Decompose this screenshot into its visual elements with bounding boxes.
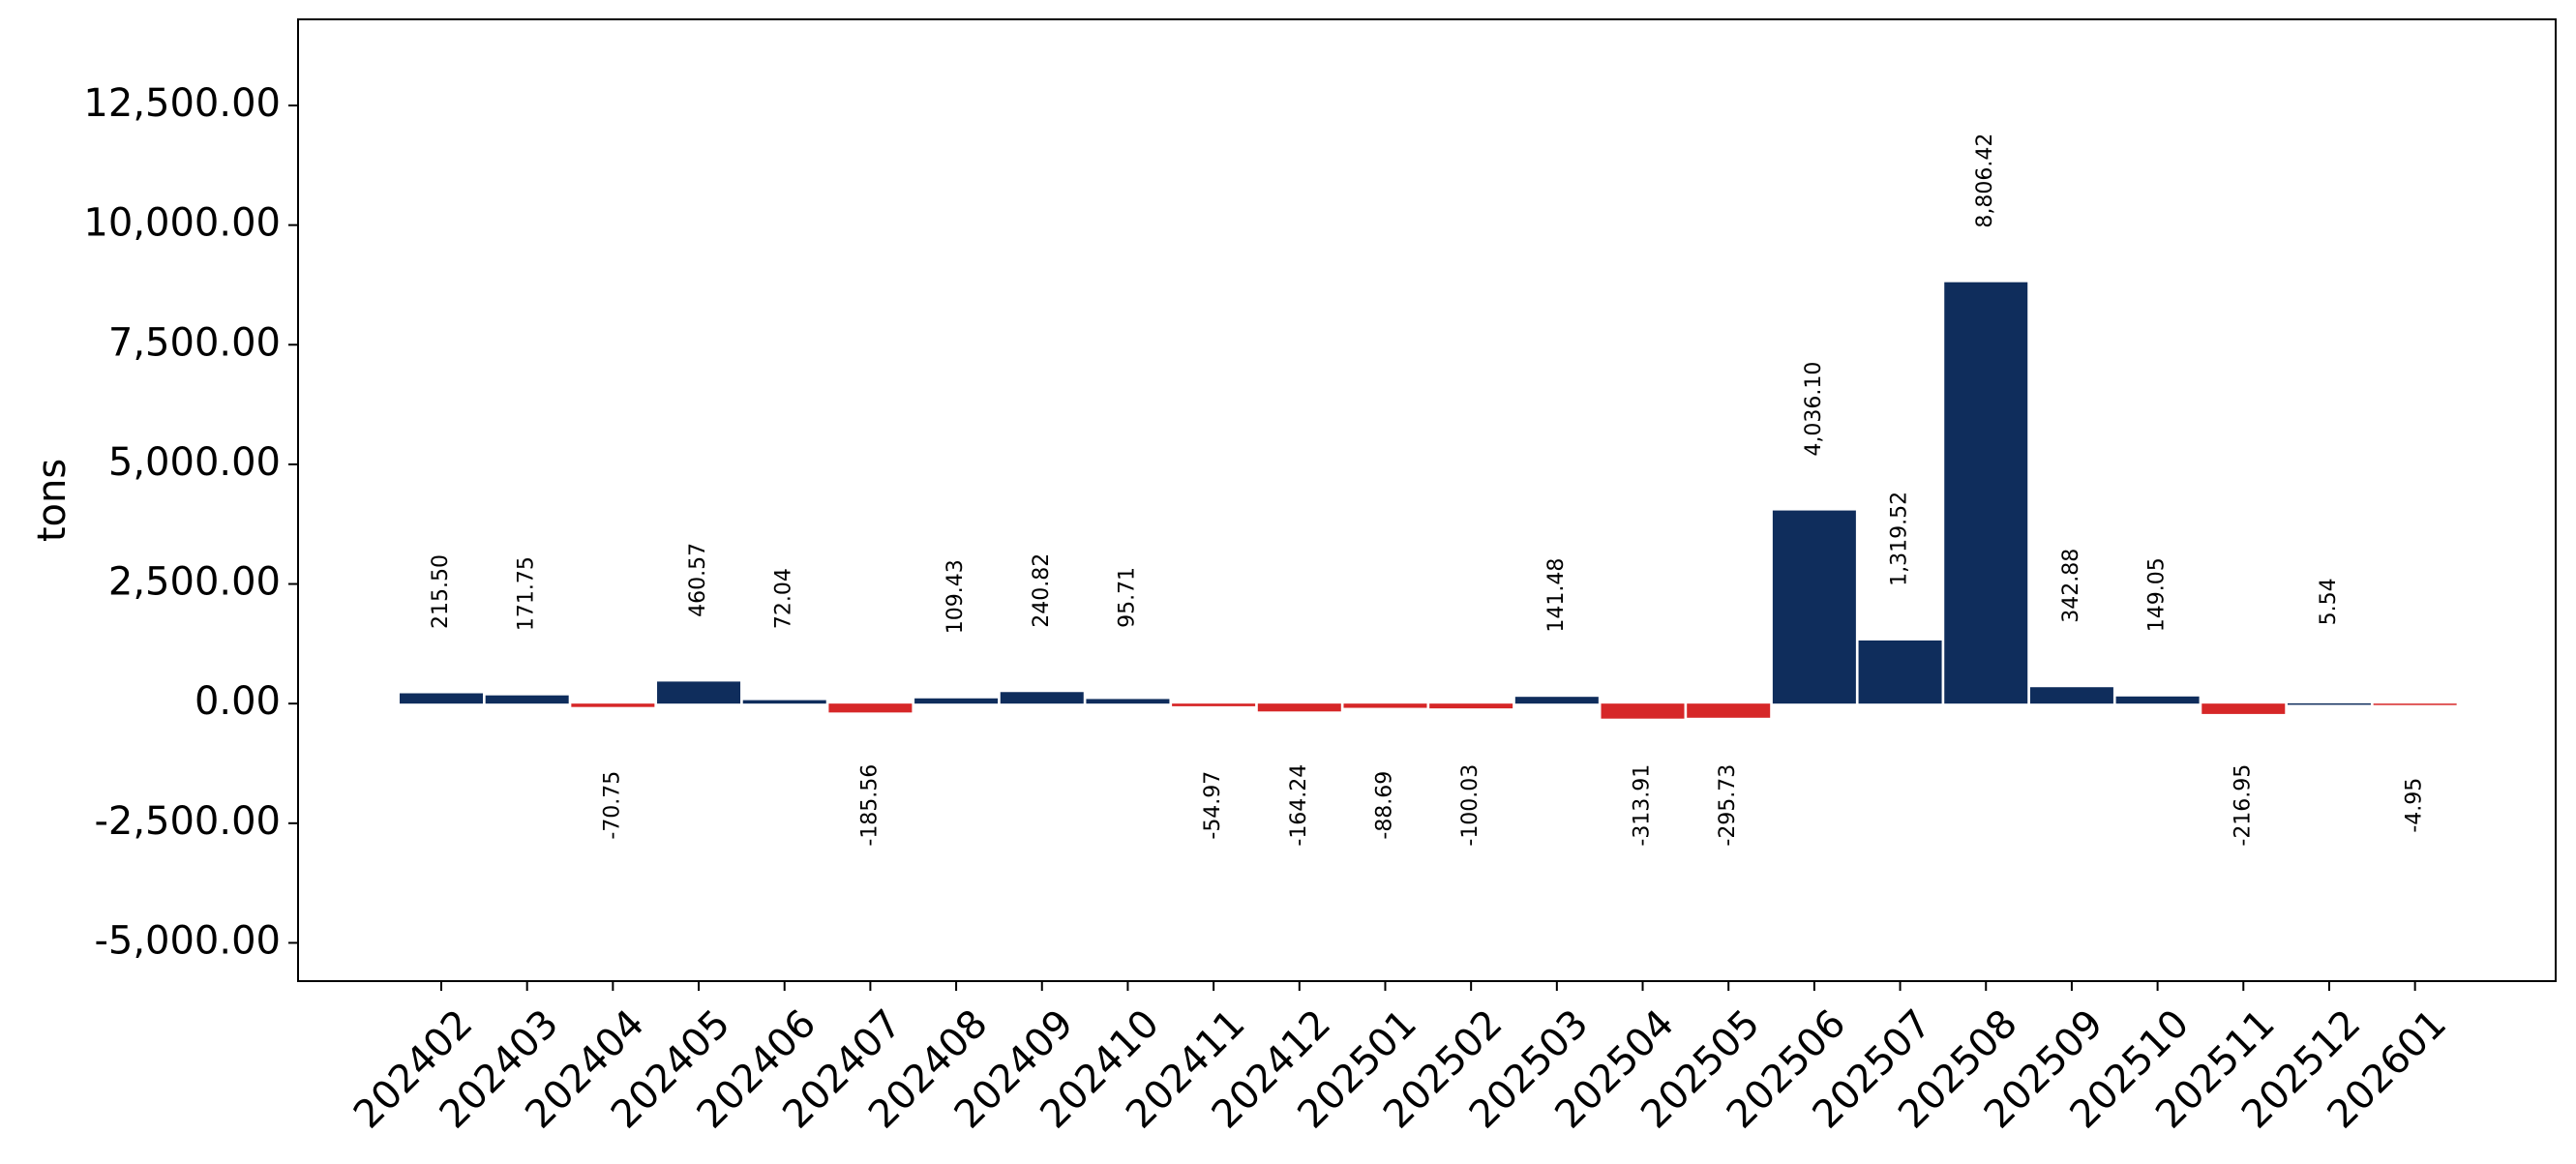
bar-202412 — [1257, 703, 1341, 712]
bar-202409 — [1000, 692, 1084, 704]
bar-202502 — [1429, 703, 1513, 709]
value-label-202407: -185.56 — [857, 764, 882, 847]
x-axis: 2024022024032024042024052024062024072024… — [345, 981, 2455, 1137]
value-label-202504: -313.91 — [1631, 764, 1655, 847]
bar-202402 — [400, 693, 483, 704]
y-axis: -5,000.00 -2,500.00 0.00 2,500.00 5,000.00 7,… — [83, 81, 298, 963]
value-label-202601: -4.95 — [2403, 778, 2427, 833]
bar-202405 — [657, 681, 741, 704]
bar-202407 — [828, 703, 913, 713]
value-label-202509: 342.88 — [2059, 549, 2083, 623]
bar-202408 — [914, 698, 999, 704]
bar-202503 — [1514, 697, 1599, 704]
value-label-202505: -295.73 — [1716, 764, 1740, 847]
bar-202410 — [1086, 699, 1170, 704]
value-label-202502: -100.03 — [1458, 764, 1483, 847]
value-label-202412: -164.24 — [1287, 764, 1311, 847]
bar-202508 — [1944, 282, 2028, 704]
bar-202509 — [2029, 687, 2113, 704]
value-label-202510: 149.05 — [2145, 557, 2170, 632]
value-label-202409: 240.82 — [1030, 553, 1054, 628]
y-tick-label: 2,500.00 — [108, 560, 281, 605]
value-labels-layer: 215.50 171.75 -70.75 460.57 72.04 -185.56 109.… — [429, 134, 2427, 847]
value-label-202506: 4,036.10 — [1802, 362, 1826, 457]
y-tick-label: 10,000.00 — [83, 201, 281, 246]
value-label-202507: 1,319.52 — [1888, 492, 1912, 586]
value-label-202501: -88.69 — [1372, 771, 1396, 840]
y-tick-label: -2,500.00 — [94, 799, 281, 844]
bar-202501 — [1343, 703, 1427, 708]
bar-202411 — [1172, 703, 1256, 706]
value-label-202403: 171.75 — [515, 556, 539, 631]
bar-202406 — [742, 700, 826, 704]
value-label-202406: 72.04 — [772, 568, 796, 629]
bar-202506 — [1772, 510, 1856, 704]
bar-202507 — [1858, 640, 1942, 704]
plot-frame — [297, 18, 2557, 982]
y-tick-label: -5,000.00 — [94, 918, 281, 963]
value-label-202405: 460.57 — [686, 543, 710, 617]
value-label-202404: -70.75 — [600, 771, 624, 840]
value-label-202411: -54.97 — [1201, 771, 1225, 840]
y-tick-label: 5,000.00 — [108, 440, 281, 485]
bar-202601 — [2373, 703, 2457, 705]
value-label-202503: 141.48 — [1544, 558, 1569, 633]
value-label-202512: 5.54 — [2317, 578, 2341, 625]
value-label-202408: 109.43 — [944, 559, 968, 634]
bar-202403 — [485, 695, 569, 704]
bar-202511 — [2202, 703, 2286, 714]
y-tick-label: 12,500.00 — [83, 81, 281, 126]
bar-202404 — [571, 703, 655, 707]
y-tick-label: 7,500.00 — [108, 320, 281, 365]
value-label-202511: -216.95 — [2231, 764, 2255, 847]
bars-layer — [400, 282, 2457, 719]
y-tick-label: 0.00 — [195, 679, 281, 724]
value-label-202508: 8,806.42 — [1973, 134, 1997, 228]
y-axis-label: tons — [30, 459, 75, 542]
value-label-202402: 215.50 — [429, 554, 453, 629]
bar-202504 — [1601, 703, 1685, 719]
bar-202505 — [1687, 703, 1771, 718]
value-label-202410: 95.71 — [1115, 567, 1139, 628]
bar-202510 — [2115, 696, 2200, 704]
bar-202512 — [2287, 702, 2371, 705]
